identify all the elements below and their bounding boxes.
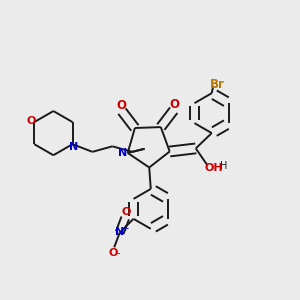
Text: O: O xyxy=(169,98,179,111)
Text: O: O xyxy=(109,248,118,258)
Text: -: - xyxy=(116,248,120,258)
Text: O: O xyxy=(26,116,36,126)
Text: N: N xyxy=(69,142,79,152)
Text: OH: OH xyxy=(205,163,224,173)
Text: N: N xyxy=(118,148,128,158)
Text: O: O xyxy=(122,207,131,218)
Text: O: O xyxy=(116,99,126,112)
Text: +: + xyxy=(122,224,129,232)
Text: N: N xyxy=(115,227,124,237)
Text: H: H xyxy=(220,161,227,171)
Text: Br: Br xyxy=(209,77,224,91)
